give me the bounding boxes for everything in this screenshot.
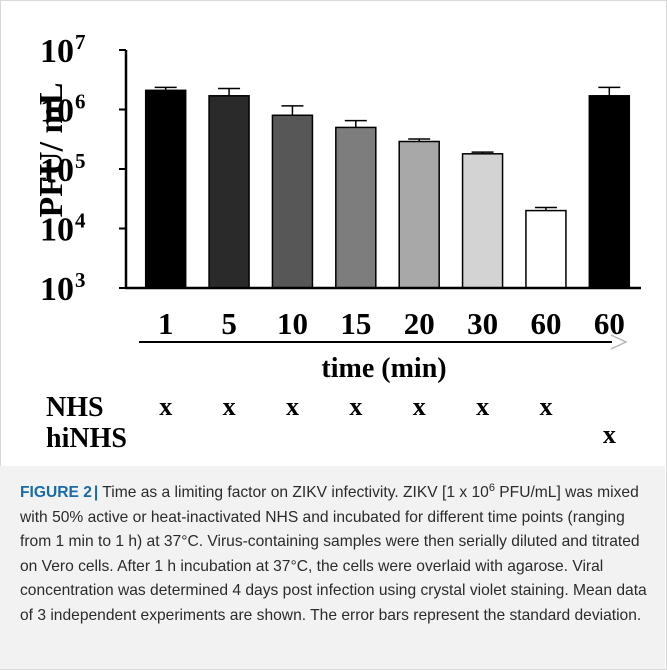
bar <box>526 211 566 288</box>
condition-row-label: hiNHS <box>46 423 127 454</box>
y-axis-title: PFU/ mL <box>33 82 70 217</box>
y-tick-label-base: 10 <box>40 271 74 308</box>
y-tick-label-exponent: 4 <box>75 209 86 233</box>
condition-mark: x <box>539 392 552 421</box>
condition-mark: x <box>413 392 426 421</box>
condition-mark: x <box>349 392 362 421</box>
bar <box>463 154 503 288</box>
bar <box>399 141 439 288</box>
x-tick-label: 30 <box>467 306 498 341</box>
condition-mark: x <box>223 392 236 421</box>
condition-mark: x <box>603 420 616 449</box>
x-tick-label: 60 <box>594 306 625 341</box>
y-tick-label-exponent: 5 <box>75 149 86 173</box>
condition-mark: x <box>476 392 489 421</box>
x-axis-title: time (min) <box>321 353 446 384</box>
x-tick-label: 5 <box>221 306 237 341</box>
y-tick-label-exponent: 3 <box>75 268 86 292</box>
bar <box>209 96 249 288</box>
bar <box>146 90 186 288</box>
x-tick-label: 10 <box>277 306 308 341</box>
condition-mark: x <box>159 392 172 421</box>
caption-figure-label: FIGURE 2 <box>20 484 92 501</box>
condition-row-label: NHS <box>46 392 104 423</box>
caption-text-part2: PFU/mL] was mixed with 50% active or hea… <box>20 484 647 624</box>
figure-caption: FIGURE 2 | Time as a limiting factor on ZI… <box>0 466 665 669</box>
y-tick-label-base: 10 <box>40 33 74 70</box>
caption-text-part1: Time as a limiting factor on ZIKV infect… <box>102 484 489 501</box>
caption-separator: | <box>94 484 98 501</box>
bar <box>589 96 629 288</box>
x-tick-label: 15 <box>340 306 371 341</box>
x-tick-label: 20 <box>404 306 435 341</box>
y-tick-label-exponent: 7 <box>75 30 86 54</box>
bar <box>272 115 312 288</box>
x-tick-label: 60 <box>530 306 561 341</box>
condition-mark: x <box>286 392 299 421</box>
x-tick-label: 1 <box>158 306 174 341</box>
y-tick-label-exponent: 6 <box>75 90 86 114</box>
bar <box>336 127 376 288</box>
